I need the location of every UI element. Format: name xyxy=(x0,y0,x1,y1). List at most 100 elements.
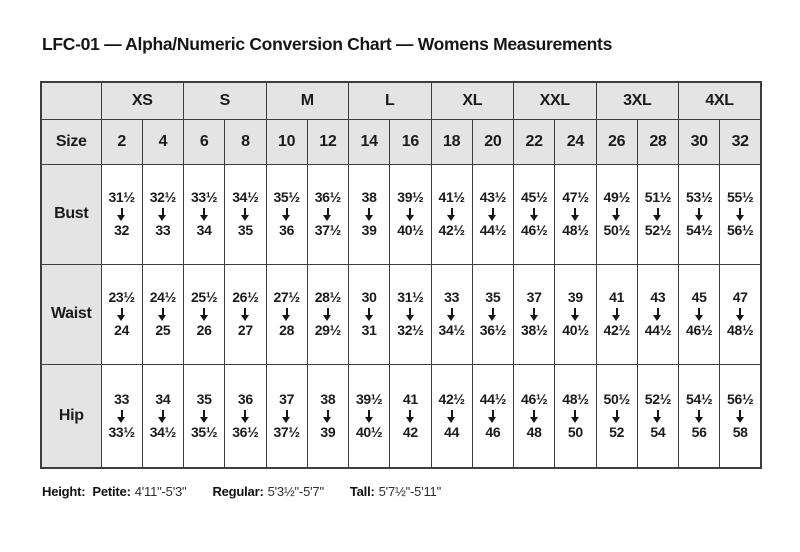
down-arrow-icon xyxy=(447,308,456,321)
down-arrow-icon xyxy=(405,409,414,423)
down-arrow-icon xyxy=(240,409,249,423)
range-to: 48½ xyxy=(562,222,589,238)
measurement-range: 39½ 40½ xyxy=(390,189,430,239)
measurement-range: 34½ 35 xyxy=(225,189,265,239)
measurement-range: 33 33½ xyxy=(102,391,142,441)
measurement-cell: 24½ 25 xyxy=(141,263,185,365)
range-from: 38 xyxy=(320,390,336,407)
down-arrow-icon xyxy=(199,308,208,321)
range-to: 46 xyxy=(485,423,501,440)
range-from: 28½ xyxy=(314,289,342,305)
measurement-range: 41 42 xyxy=(390,391,430,441)
height-label: Height: xyxy=(42,484,86,499)
measurement-range: 32½ 33 xyxy=(143,189,183,239)
alpha-size-header-xl: XL xyxy=(430,81,515,120)
measurement-cell: 48½ 50 xyxy=(554,363,597,469)
range-from: 35 xyxy=(485,289,501,305)
range-to: 40½ xyxy=(355,423,383,440)
numeric-size-header: 24 xyxy=(554,118,597,165)
range-to: 31 xyxy=(361,322,377,338)
measurement-cell: 39½ 40½ xyxy=(347,363,391,469)
range-to: 42½ xyxy=(603,322,630,338)
tall-value: 5'7½"-5'11" xyxy=(378,484,442,499)
range-from: 52½ xyxy=(644,390,672,407)
range-to: 48½ xyxy=(727,322,754,338)
range-to: 46½ xyxy=(685,322,713,338)
measurement-cell: 53½ 54½ xyxy=(678,163,721,265)
range-to: 37½ xyxy=(314,222,342,238)
range-to: 35½ xyxy=(190,423,218,440)
down-arrow-icon xyxy=(364,308,373,321)
measurement-cell: 35½ 36 xyxy=(265,163,308,265)
numeric-size-header: 20 xyxy=(471,118,515,165)
measurement-cell: 45 46½ xyxy=(678,263,721,365)
range-from: 23½ xyxy=(108,289,135,305)
range-from: 45½ xyxy=(520,189,548,205)
range-to: 34 xyxy=(196,222,212,238)
conversion-table: XS S M L XL XXL 3XL 4XL Size 2 4 6 8 10 12 14 16 18 20 22 24… xyxy=(40,81,763,469)
measurement-range: 35½ 36 xyxy=(267,189,307,239)
range-from: 32½ xyxy=(149,189,177,205)
measurement-cell: 49½ 50½ xyxy=(595,163,638,265)
down-arrow-icon xyxy=(323,409,332,423)
measurement-cell: 46½ 48 xyxy=(513,363,556,469)
range-to: 28 xyxy=(279,322,295,338)
down-arrow-icon xyxy=(405,308,414,321)
numeric-size-header: 6 xyxy=(182,118,226,165)
down-arrow-icon xyxy=(405,208,414,221)
measurement-range: 33 34½ xyxy=(432,289,472,339)
measurement-cell: 35 35½ xyxy=(182,363,226,469)
measurement-cell: 33½ 34 xyxy=(182,163,226,265)
range-to: 26 xyxy=(196,322,212,338)
measurement-cell: 38 39 xyxy=(306,363,350,469)
down-arrow-icon xyxy=(158,208,167,221)
measurement-cell: 36½ 37½ xyxy=(306,163,350,265)
alpha-size-header-3xl: 3XL xyxy=(595,81,680,120)
measurement-cell: 47 48½ xyxy=(719,263,762,365)
range-to: 29½ xyxy=(314,322,342,338)
down-arrow-icon xyxy=(117,208,126,221)
down-arrow-icon xyxy=(694,208,703,221)
range-from: 39½ xyxy=(355,390,383,407)
alpha-size-header-4xl: 4XL xyxy=(678,81,762,120)
range-from: 42½ xyxy=(438,390,465,407)
range-from: 34½ xyxy=(232,189,259,205)
range-to: 46½ xyxy=(520,222,548,238)
measurement-range: 41½ 42½ xyxy=(432,189,472,239)
measurement-cell: 41 42½ xyxy=(595,263,638,365)
measurement-cell: 33 33½ xyxy=(100,363,143,469)
measurement-range: 48½ 50 xyxy=(555,391,595,441)
measurement-range: 31½ 32½ xyxy=(390,289,430,339)
measurement-cell: 54½ 56 xyxy=(678,363,721,469)
down-arrow-icon xyxy=(158,409,167,423)
measurement-range: 42½ 44 xyxy=(432,391,472,441)
range-to: 34½ xyxy=(438,322,465,338)
range-to: 52 xyxy=(609,423,625,440)
range-to: 39 xyxy=(361,222,377,238)
down-arrow-icon xyxy=(735,208,744,221)
numeric-size-header: 4 xyxy=(141,118,185,165)
measurement-range: 45½ 46½ xyxy=(514,189,554,239)
range-to: 39 xyxy=(320,423,336,440)
height-tall: Tall: 5'7½"-5'11" xyxy=(350,484,441,499)
measurement-cell: 26½ 27 xyxy=(224,263,267,365)
height-petite: Petite: 4'11"-5'3" xyxy=(92,484,186,499)
range-from: 41 xyxy=(609,289,625,305)
down-arrow-icon xyxy=(529,409,538,423)
range-from: 53½ xyxy=(685,189,713,205)
measurement-range: 36½ 37½ xyxy=(308,189,348,239)
hip-row-label: Hip xyxy=(40,363,102,469)
range-to: 24 xyxy=(114,322,130,338)
range-from: 39½ xyxy=(397,189,424,205)
range-to: 38½ xyxy=(520,322,548,338)
range-to: 37½ xyxy=(273,423,300,440)
range-to: 33 xyxy=(155,222,171,238)
range-from: 36½ xyxy=(314,189,342,205)
measurement-range: 43½ 44½ xyxy=(473,189,513,239)
range-from: 36 xyxy=(237,390,253,407)
regular-value: 5'3½"-5'7" xyxy=(267,484,324,499)
range-from: 25½ xyxy=(190,289,218,305)
range-to: 35 xyxy=(237,222,253,238)
page-title: LFC-01 — Alpha/Numeric Conversion Chart … xyxy=(42,34,613,54)
range-to: 33½ xyxy=(108,423,135,440)
